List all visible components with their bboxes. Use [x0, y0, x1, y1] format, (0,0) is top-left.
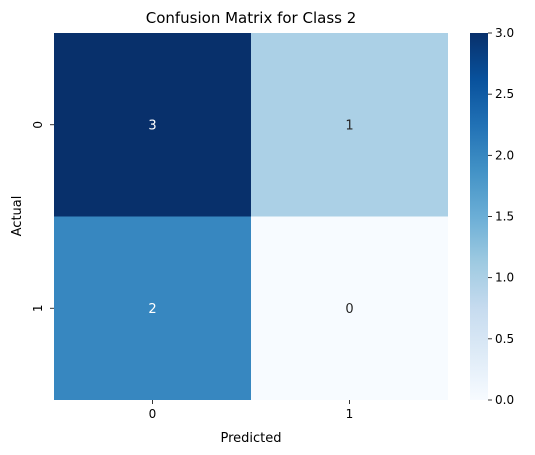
cell-value-1-0: 2: [148, 302, 156, 317]
x-axis-label: Predicted: [220, 431, 281, 446]
heatmap-cell-0-0: [54, 33, 251, 217]
cell-annotations: 3 1 2 0: [148, 118, 353, 317]
colorbar-tick-label: 0.0: [495, 393, 514, 407]
y-tick-label: 0: [31, 121, 45, 129]
colorbar-tick-label: 2.5: [495, 87, 514, 101]
colorbar-ticks: 0.0 0.5 1.0 1.5 2.0 2.5 3.0: [488, 26, 514, 407]
y-axis-ticks: 01: [31, 121, 54, 312]
chart-title: Confusion Matrix for Class 2: [146, 9, 357, 27]
x-tick-label: 0: [149, 407, 157, 421]
colorbar-tick-label: 1.5: [495, 210, 514, 224]
heatmap-cells: [54, 33, 448, 400]
colorbar-tick-label: 0.5: [495, 332, 514, 346]
colorbar-tick-label: 2.0: [495, 148, 514, 162]
colorbar: [470, 33, 488, 400]
heatmap-cell-0-1: [251, 33, 448, 217]
colorbar-tick-label: 1.0: [495, 271, 514, 285]
cell-value-0-0: 3: [148, 118, 156, 133]
y-tick-label: 1: [31, 304, 45, 312]
colorbar-tick-label: 3.0: [495, 26, 514, 40]
cell-value-0-1: 1: [345, 118, 353, 133]
cell-value-1-1: 0: [345, 302, 353, 317]
heatmap-cell-1-1: [251, 216, 448, 400]
heatmap-cell-1-0: [54, 216, 251, 400]
y-axis-label: Actual: [10, 196, 25, 237]
x-tick-label: 1: [346, 407, 354, 421]
